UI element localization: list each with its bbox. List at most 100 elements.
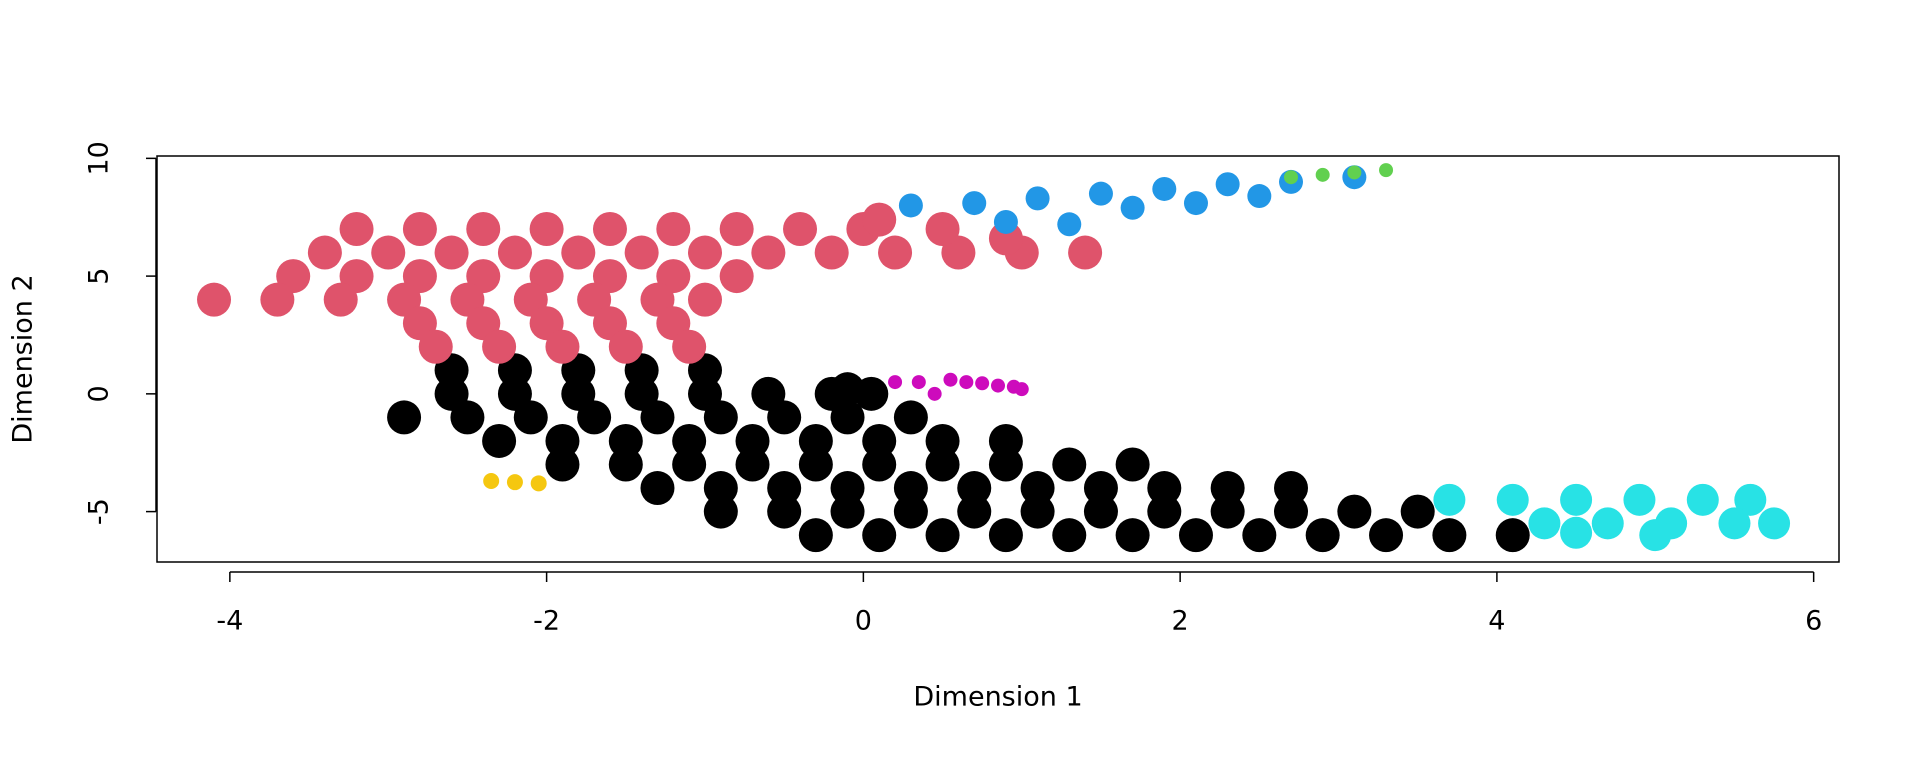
point — [339, 212, 374, 247]
point — [1591, 507, 1624, 540]
point — [387, 400, 422, 435]
point — [450, 400, 485, 435]
point — [1052, 447, 1087, 482]
point — [862, 518, 897, 553]
point — [893, 471, 928, 506]
point — [798, 518, 833, 553]
point — [1247, 184, 1272, 209]
point — [1020, 471, 1055, 506]
point — [1718, 507, 1751, 540]
point — [703, 471, 738, 506]
point — [483, 472, 500, 489]
point — [1400, 494, 1435, 529]
point — [482, 423, 517, 458]
point — [1305, 518, 1340, 553]
point — [434, 235, 469, 270]
point — [719, 259, 754, 294]
point — [561, 235, 596, 270]
point — [898, 193, 923, 218]
point — [1315, 167, 1330, 182]
point — [927, 386, 942, 401]
point — [943, 372, 958, 387]
point — [656, 212, 691, 247]
point — [497, 235, 532, 270]
point — [608, 329, 643, 364]
point — [640, 471, 675, 506]
point — [830, 471, 865, 506]
point — [862, 447, 897, 482]
point — [1623, 483, 1656, 516]
point — [506, 474, 523, 491]
point — [1758, 507, 1791, 540]
point — [418, 329, 453, 364]
point — [672, 329, 707, 364]
x-tick-label: 2 — [1172, 606, 1189, 637]
plot-frame — [156, 155, 1840, 563]
point — [1686, 483, 1719, 516]
point — [862, 202, 897, 237]
point — [545, 423, 580, 458]
point — [1560, 516, 1593, 549]
point — [925, 447, 960, 482]
point — [1115, 447, 1150, 482]
x-tick-label: 4 — [1488, 606, 1505, 637]
point — [1496, 483, 1529, 516]
point — [1083, 471, 1118, 506]
point — [1528, 507, 1561, 540]
point — [1088, 181, 1113, 206]
point — [991, 378, 1005, 393]
point — [672, 447, 707, 482]
y-axis-label: Dimension 2 — [8, 274, 39, 443]
point — [307, 235, 342, 270]
point — [703, 400, 738, 435]
point — [893, 494, 928, 529]
point — [530, 475, 547, 492]
point — [854, 376, 889, 411]
point — [371, 235, 406, 270]
point — [1120, 195, 1145, 220]
point — [993, 209, 1018, 234]
point — [1734, 483, 1767, 516]
point — [925, 518, 960, 553]
point — [957, 471, 992, 506]
point — [1152, 176, 1177, 201]
point — [988, 423, 1023, 458]
point — [925, 212, 960, 247]
point — [260, 282, 295, 317]
point — [1025, 186, 1050, 211]
point — [862, 423, 897, 458]
y-tick-label: 5 — [84, 268, 115, 285]
point — [830, 400, 865, 435]
point — [1284, 170, 1299, 185]
point — [1020, 494, 1055, 529]
point — [959, 375, 974, 390]
point — [513, 400, 548, 435]
point — [783, 212, 818, 247]
point — [529, 212, 564, 247]
point — [1052, 518, 1087, 553]
y-tick-label: 10 — [84, 141, 115, 175]
point — [703, 494, 738, 529]
point — [1347, 165, 1362, 180]
point — [1215, 172, 1240, 197]
point — [592, 212, 627, 247]
point — [1083, 494, 1118, 529]
point — [1274, 494, 1309, 529]
point — [1639, 519, 1672, 552]
point — [687, 282, 722, 317]
point — [1433, 483, 1466, 516]
point — [577, 400, 612, 435]
point — [1337, 494, 1372, 529]
point — [888, 375, 903, 390]
point — [911, 375, 926, 390]
point — [545, 329, 580, 364]
point — [466, 212, 501, 247]
point — [719, 212, 754, 247]
point — [1210, 471, 1245, 506]
x-tick-label: -4 — [216, 606, 243, 637]
point — [798, 423, 833, 458]
point — [608, 447, 643, 482]
point — [767, 471, 802, 506]
point — [1147, 494, 1182, 529]
